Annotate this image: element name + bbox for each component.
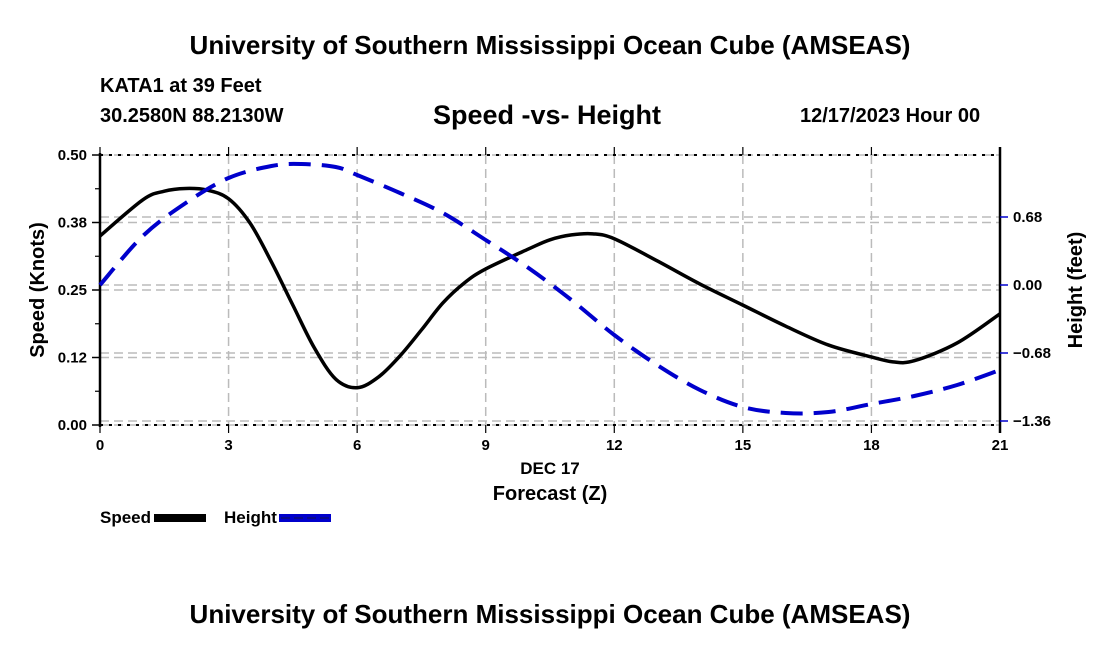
legend-swatch-speed [154, 514, 207, 522]
x-tick-label: 9 [482, 437, 490, 454]
y-tick-label: 0.12 [58, 350, 87, 367]
legend-label-speed: Speed [100, 508, 152, 527]
legend-item-speed: Speed [100, 508, 224, 528]
chart-title: Speed -vs- Height [433, 100, 662, 130]
forecast-datetime: 12/17/2023 Hour 00 [800, 105, 981, 127]
x-tick-label: 21 [992, 437, 1009, 454]
station-label: KATA1 at 39 Feet [100, 75, 262, 97]
axes-layer [92, 147, 1008, 433]
y2-tick-label: 0.68 [1013, 209, 1042, 226]
series-line-height [98, 161, 1001, 416]
y2-axis-title: Height (feet) [1065, 232, 1087, 349]
footer-title: University of Southern Mississippi Ocean… [189, 599, 911, 629]
y2-tick-label: −1.36 [1013, 413, 1051, 430]
main-title: University of Southern Mississippi Ocean… [189, 30, 911, 60]
x-tick-label: 12 [606, 437, 623, 454]
x-axis-date-label: DEC 17 [520, 459, 580, 478]
legend-item-height: Height [224, 508, 331, 528]
x-axis-title: Forecast (Z) [493, 483, 607, 505]
y-axis-title: Speed (Knots) [27, 222, 49, 358]
y2-tick-label: 0.00 [1013, 277, 1042, 294]
labels-layer: 0 3 6 9 12 15 18 21 0.00 0.12 0.25 0.38 0.50 −1.36 −0.… [58, 147, 1051, 454]
y-tick-label: 0.38 [58, 215, 87, 232]
series-layer [98, 161, 1001, 416]
legend-swatch-height [278, 514, 331, 522]
y2-tick-label: −0.68 [1013, 345, 1051, 362]
y-tick-label: 0.50 [58, 147, 87, 164]
x-tick-label: 0 [96, 437, 104, 454]
coordinates-label: 30.2580N 88.2130W [100, 105, 284, 127]
x-tick-label: 6 [353, 437, 361, 454]
series-line-speed [98, 186, 1001, 390]
legend: Speed Height [100, 508, 331, 528]
x-tick-label: 18 [863, 437, 880, 454]
y-tick-label: 0.25 [58, 282, 87, 299]
grid-layer [100, 154, 1000, 426]
x-tick-label: 15 [735, 437, 752, 454]
legend-label-height: Height [224, 508, 277, 527]
y-tick-label: 0.00 [58, 417, 87, 434]
x-tick-label: 3 [224, 437, 232, 454]
